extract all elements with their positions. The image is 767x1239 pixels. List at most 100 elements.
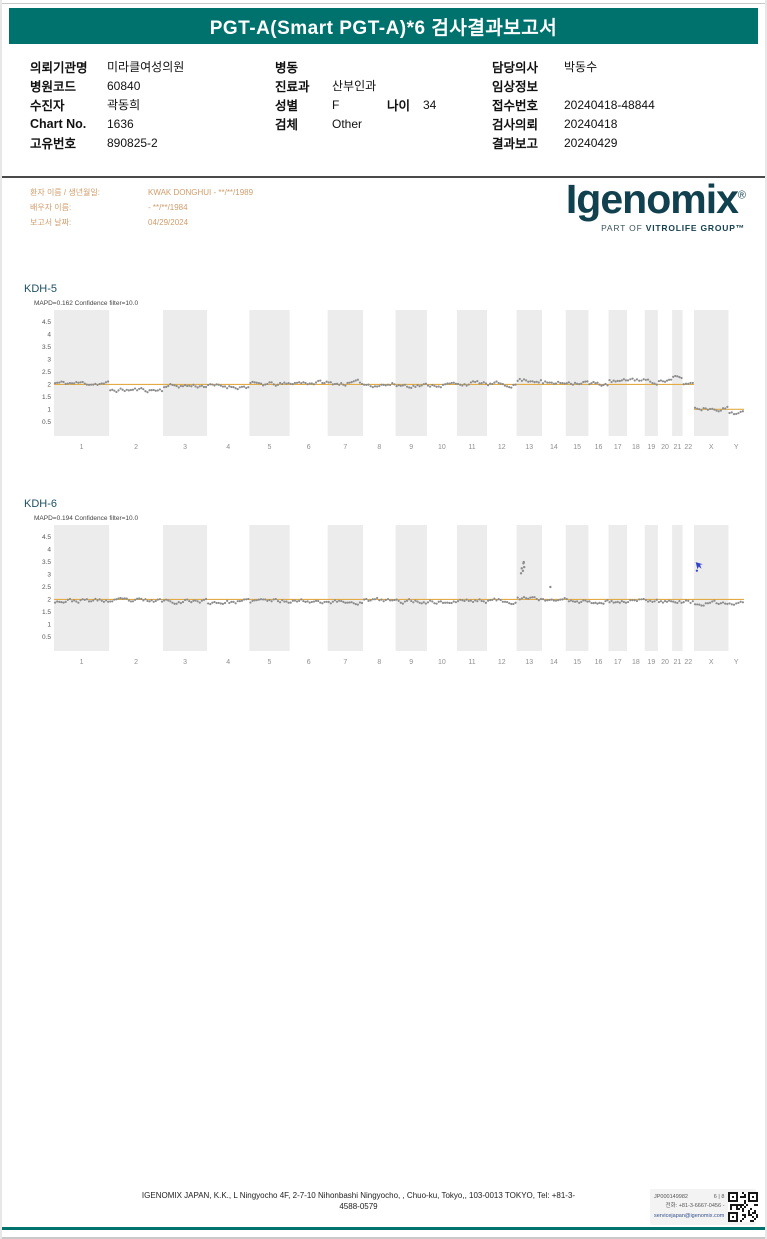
field-value: 곽동희 xyxy=(107,98,141,112)
field-report-date: 결과보고 20240429 xyxy=(492,133,749,152)
field-clinical-info: 임상정보 xyxy=(492,76,749,95)
bottom-teal-rule xyxy=(2,1227,765,1230)
field-label: Chart No. xyxy=(30,116,87,131)
svg-text:8: 8 xyxy=(377,659,381,666)
svg-text:18: 18 xyxy=(632,444,640,451)
svg-text:Y: Y xyxy=(734,444,739,451)
chart-kdh-5: KDH-5 MAPD=0.162 Confidence filter=10.0 … xyxy=(24,283,753,463)
registered-mark: ® xyxy=(737,189,746,202)
patient-value: KWAK DONGHUI - **/**/1989 xyxy=(148,188,254,197)
svg-text:1: 1 xyxy=(47,621,51,628)
chart-title: KDH-5 xyxy=(24,283,58,295)
patient-name-row: 환자 이름 / 생년월일: KWAK DONGHUI - **/**/1989 xyxy=(30,185,749,200)
footer-address-line1: IGENOMIX JAPAN, K.K., L Ningyocho 4F, 2-… xyxy=(141,1190,576,1200)
cursor-annotation xyxy=(695,562,703,570)
field-value: 1636 xyxy=(107,116,134,131)
field-label: 검사의뢰 xyxy=(492,118,539,132)
field-value: 20240429 xyxy=(564,135,618,150)
svg-text:20: 20 xyxy=(661,444,669,451)
field-value: 산부인과 xyxy=(332,79,377,93)
field-label: 수진자 xyxy=(30,99,65,113)
patient-strip: 환자 이름 / 생년월일: KWAK DONGHUI - **/**/1989 … xyxy=(30,179,749,234)
scatter-points xyxy=(53,374,744,416)
field-label: 병원코드 xyxy=(30,80,77,94)
svg-text:X: X xyxy=(709,444,714,451)
axis-tick-labels: 1 2 3 4 5 6 7 8 9 10 11 12 13 14 15 16 17 18 19 20 21 22 X Y0.5… xyxy=(42,319,739,451)
axis-tick-labels: 1 2 3 4 5 6 7 8 9 10 11 12 13 14 15 16 17 18 19 20 21 22 X Y0.5… xyxy=(42,534,739,666)
svg-text:5: 5 xyxy=(268,444,272,451)
field-value: 미라클여성의원 xyxy=(107,60,185,74)
patient-value: 04/29/2024 xyxy=(148,218,189,227)
svg-text:12: 12 xyxy=(498,444,506,451)
partner-name-row: 배우자 이름: - **/**/1984 xyxy=(30,200,749,215)
svg-text:16: 16 xyxy=(595,444,603,451)
footer-address: IGENOMIX JAPAN, K.K., L Ningyocho 4F, 2-… xyxy=(132,1190,585,1213)
report-date-row: 보고서 날짜: 04/29/2024 xyxy=(30,215,749,230)
svg-text:8: 8 xyxy=(377,444,381,451)
page-indicator: 6 | 8 xyxy=(713,1193,725,1200)
header-info-section: 의뢰기관명 미라클여성의원 병원코드 60840 수진자 곽동희 Chart N… xyxy=(30,57,749,152)
svg-text:18: 18 xyxy=(632,659,640,666)
chromosome-bands xyxy=(54,310,729,436)
svg-text:1.5: 1.5 xyxy=(42,394,51,401)
field-value: 20240418 xyxy=(564,116,618,131)
footer-email-link[interactable]: servicejapan@igenomix.com xyxy=(654,1212,725,1219)
field-chart-no: Chart No. 1636 xyxy=(30,114,275,133)
svg-text:14: 14 xyxy=(550,659,558,666)
svg-text:3.5: 3.5 xyxy=(42,344,51,351)
field-sex-age: 성별 F 나이 34 xyxy=(275,95,492,114)
svg-text:2.5: 2.5 xyxy=(42,369,51,376)
logo-tagline: PART OF VITROLIFE GROUP™ xyxy=(601,223,745,233)
field-value-sex: F xyxy=(332,97,340,112)
svg-text:9: 9 xyxy=(409,659,413,666)
svg-text:21: 21 xyxy=(673,444,681,451)
info-column-left: 의뢰기관명 미라클여성의원 병원코드 60840 수진자 곽동희 Chart N… xyxy=(30,57,275,152)
field-hospital-code: 병원코드 60840 xyxy=(30,76,275,95)
copy-number-plot: 1 2 3 4 5 6 7 8 9 10 11 12 13 14 15 16 17 18 19 20 21 22 X Y0.5… xyxy=(42,310,744,451)
field-label: 의뢰기관명 xyxy=(30,61,88,75)
chart-kdh-6: KDH-6 MAPD=0.194 Confidence filter=10.0 … xyxy=(24,498,753,678)
field-label: 성별 xyxy=(275,99,299,113)
field-label: 고유번호 xyxy=(30,137,77,151)
footer-phone: 전화: +81-3-6667-0456 - xyxy=(665,1203,725,1210)
svg-text:3: 3 xyxy=(47,572,51,579)
svg-text:19: 19 xyxy=(647,659,655,666)
patient-label: 배우자 이름: xyxy=(30,203,72,212)
field-value-age: 34 xyxy=(423,97,437,112)
svg-text:13: 13 xyxy=(525,444,533,451)
footer-meta-box: JP000149982 6 | 8 전화: +81-3-6667-0456 - … xyxy=(650,1189,759,1225)
field-value: 20240418-48844 xyxy=(564,97,655,112)
footer-meta: JP000149982 6 | 8 전화: +81-3-6667-0456 - … xyxy=(654,1193,724,1221)
svg-text:3.5: 3.5 xyxy=(42,559,51,566)
field-label-age: 나이 xyxy=(387,99,411,113)
logo-wordmark: Igenomix® xyxy=(565,176,746,222)
svg-text:13: 13 xyxy=(525,659,533,666)
svg-text:4.5: 4.5 xyxy=(42,534,51,541)
svg-text:1: 1 xyxy=(80,444,84,451)
field-label: 결과보고 xyxy=(492,137,539,151)
report-title: PGT-A(Smart PGT-A)*6 검사결과보고서 xyxy=(209,17,558,39)
svg-text:6: 6 xyxy=(307,659,311,666)
qr-code xyxy=(728,1192,759,1222)
svg-text:1.5: 1.5 xyxy=(42,609,51,616)
field-specimen: 검체 Other xyxy=(275,114,492,133)
scatter-points xyxy=(53,560,744,607)
field-label: 담당의사 xyxy=(492,61,539,75)
field-label: 진료과 xyxy=(275,80,310,94)
svg-text:10: 10 xyxy=(438,659,446,666)
svg-text:Y: Y xyxy=(734,659,739,666)
field-label: 병동 xyxy=(275,61,299,75)
field-label: 검체 xyxy=(275,118,299,132)
svg-text:1: 1 xyxy=(47,406,51,413)
field-examinee: 수진자 곽동희 xyxy=(30,95,275,114)
footer-address-line2: 4588-0579 xyxy=(339,1202,378,1212)
svg-text:11: 11 xyxy=(468,444,475,451)
report-title-bar: PGT-A(Smart PGT-A)*6 검사결과보고서 xyxy=(9,8,758,44)
svg-text:4: 4 xyxy=(226,659,230,666)
svg-text:14: 14 xyxy=(550,444,558,451)
svg-text:17: 17 xyxy=(614,444,622,451)
field-receipt-no: 접수번호 20240418-48844 xyxy=(492,95,749,114)
patient-label: 환자 이름 / 생년월일: xyxy=(30,188,100,197)
svg-text:4: 4 xyxy=(47,332,51,339)
